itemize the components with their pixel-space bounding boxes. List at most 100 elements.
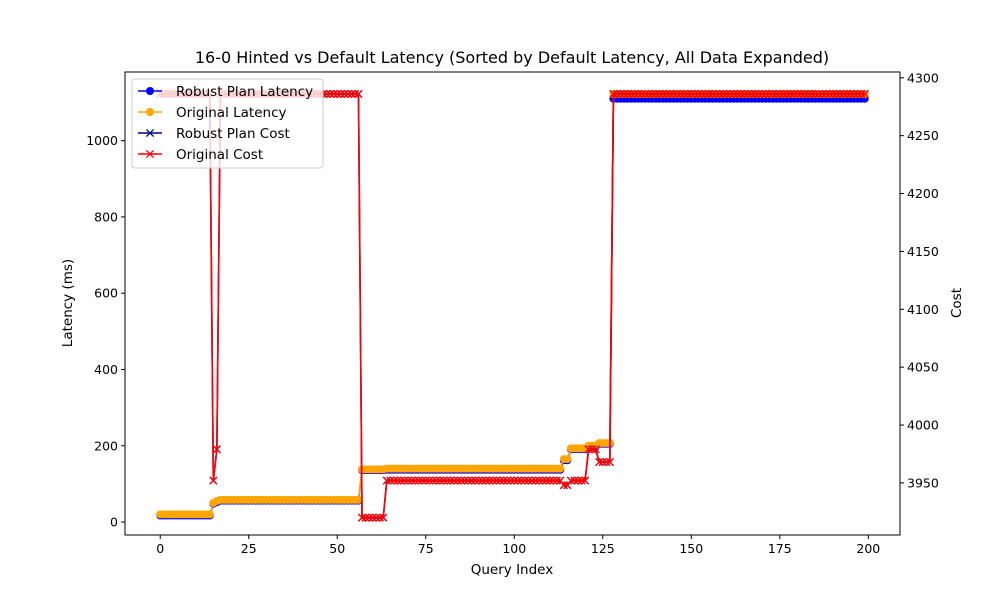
data-point (758, 89, 767, 99)
data-point (382, 476, 391, 485)
data-point (517, 476, 526, 485)
data-point (442, 476, 452, 485)
legend-marker (146, 87, 154, 95)
y-right-tick-label: 4200 (907, 186, 939, 201)
y-right-tick-label: 4300 (907, 70, 939, 85)
data-point (779, 89, 788, 99)
data-point (655, 89, 664, 99)
data-point (322, 89, 331, 99)
x-tick-label: 175 (768, 541, 792, 556)
data-point (687, 89, 696, 99)
data-point (570, 476, 579, 485)
legend-item: Original Latency (138, 105, 286, 121)
data-point (850, 89, 859, 99)
data-point (733, 89, 742, 99)
data-point (761, 89, 770, 99)
data-point (697, 89, 706, 99)
y-left-tick-label: 800 (94, 209, 118, 224)
data-point (414, 476, 423, 485)
y-axis-left: 0 200 400 600 800 1000 (86, 133, 125, 530)
x-tick-label: 100 (502, 541, 526, 556)
data-point (704, 89, 714, 99)
data-point (825, 89, 834, 99)
data-point (786, 89, 795, 99)
data-point (478, 476, 487, 485)
data-point (743, 89, 752, 99)
data-point (411, 476, 420, 485)
data-point (329, 89, 338, 99)
data-point (485, 476, 494, 485)
data-point (581, 476, 590, 485)
data-point (690, 89, 699, 99)
data-point (421, 476, 430, 485)
data-point (821, 89, 830, 99)
data-point (676, 89, 685, 99)
data-point (566, 476, 575, 485)
data-point (683, 89, 692, 99)
data-point (584, 445, 593, 454)
plot-frame (124, 71, 901, 536)
y-right-tick-label: 4150 (907, 244, 939, 259)
data-point (839, 89, 848, 99)
data-point (853, 89, 862, 99)
data-point (694, 89, 703, 99)
data-point (595, 458, 604, 467)
data-point (612, 89, 622, 99)
data-point (729, 89, 738, 99)
data-point (648, 89, 657, 99)
data-point (846, 89, 855, 99)
data-point (559, 481, 568, 490)
y-left-tick-label: 400 (94, 362, 118, 377)
legend-label: Robust Plan Latency (176, 84, 313, 100)
data-point (350, 89, 360, 99)
y-right-tick-label: 4100 (907, 302, 939, 317)
data-point (453, 476, 462, 485)
chart-title: 16-0 Hinted vs Default Latency (Sorted b… (195, 48, 829, 67)
data-point (588, 445, 597, 454)
data-point (407, 476, 416, 485)
data-point (832, 89, 841, 99)
data-point (804, 89, 813, 99)
data-point (375, 513, 384, 522)
data-point (722, 89, 731, 99)
data-point (573, 476, 583, 485)
data-point (577, 476, 586, 485)
data-point (556, 464, 565, 473)
data-point (527, 476, 537, 485)
data-point (354, 495, 363, 504)
y-left-tick-label: 200 (94, 438, 118, 453)
data-point (605, 458, 614, 467)
data-point (513, 476, 522, 485)
x-axis-label: Query Index (471, 562, 553, 578)
legend-marker (146, 108, 154, 116)
series-layer (156, 89, 869, 522)
legend-box (131, 78, 324, 169)
data-point (432, 476, 441, 485)
data-point (212, 445, 221, 454)
y-axis-right-label: Cost (949, 288, 965, 318)
data-point (708, 89, 717, 99)
data-point (563, 455, 572, 464)
x-tick-label: 200 (856, 541, 880, 556)
data-point (400, 476, 409, 485)
data-point (789, 89, 799, 99)
data-point (630, 89, 639, 99)
data-point (818, 89, 827, 99)
data-point (591, 445, 600, 454)
data-point (471, 476, 480, 485)
data-point (719, 89, 728, 99)
x-axis: 0 25 50 75 100 125 150 175 200 (156, 535, 880, 556)
y-left-tick-label: 600 (94, 286, 118, 301)
data-point (549, 476, 558, 485)
data-point (665, 89, 675, 99)
data-point (793, 89, 802, 99)
legend-item: Robust Plan Cost (138, 126, 290, 142)
data-point (531, 476, 540, 485)
data-point (701, 89, 710, 99)
data-point (736, 89, 745, 99)
data-point (712, 89, 721, 99)
data-point (506, 476, 515, 485)
data-point (754, 89, 763, 99)
y-right-tick-label: 4250 (907, 128, 939, 143)
data-point (634, 89, 643, 99)
